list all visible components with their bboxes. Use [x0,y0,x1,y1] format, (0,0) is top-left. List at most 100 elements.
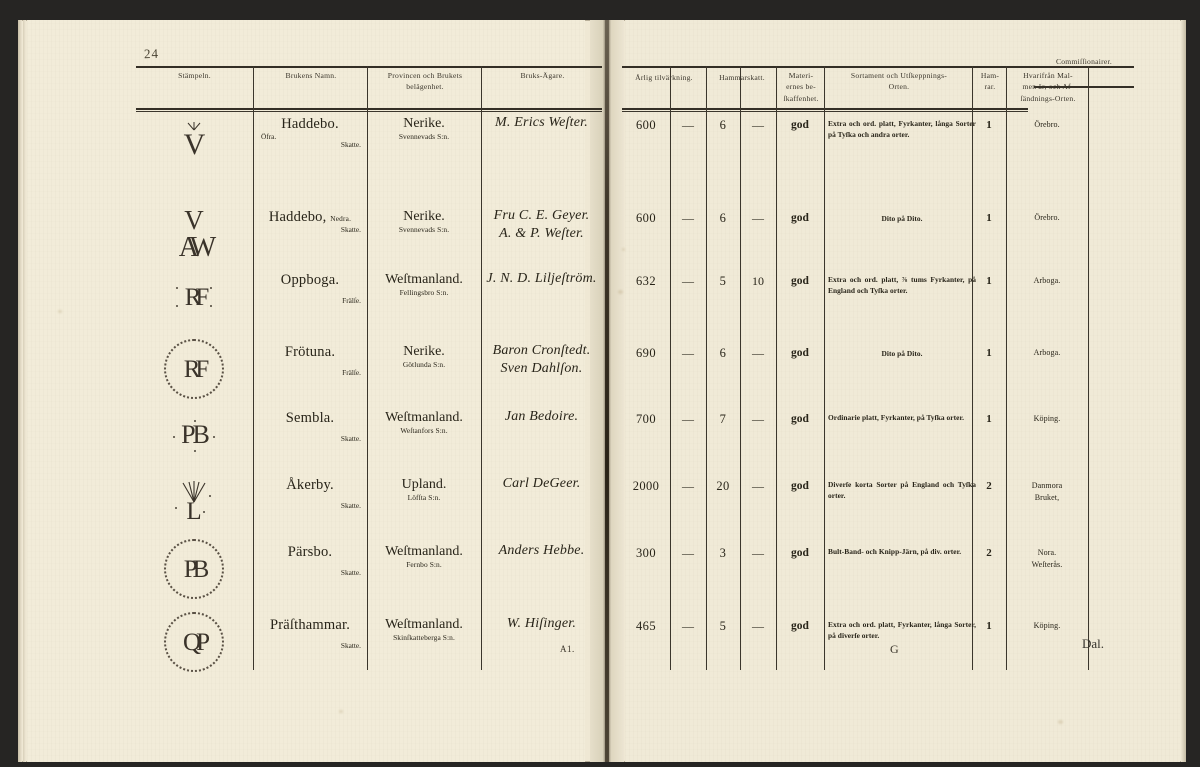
hamrar-value: 1 [986,119,992,131]
column-header-commissionairer: Commiſſionairer. [1055,57,1113,66]
hammarskatt-fraction: — [752,211,764,225]
bruk-name: Sembla. [285,410,335,426]
right-catchword: Dal. [1082,636,1105,651]
arlig-tilverkning-value: 465 [636,619,656,633]
hammarskatt-value: 20 [716,479,730,493]
column-header-provincen: Provincen och Brukets belägenhet. [387,71,463,92]
bruk-tenure: Frälſe. [342,368,361,377]
sortament-text: Extra och ord. platt, Fyrkanter, långa S… [828,620,976,640]
arlig-tilverkning-fraction: — [682,546,694,560]
page-edge-left-2 [23,20,26,762]
stamp-mark-pb-glyph: PB [173,420,215,452]
hamrar-value: 2 [986,547,992,559]
hamrar-value: 1 [986,413,992,425]
stamp-cell: QP [146,611,242,673]
material-quality: god [791,275,809,287]
sortament-text: Dito på Dito. [881,214,923,223]
page-edge-left [18,20,22,762]
hammarskatt-fraction: — [752,619,764,633]
bruk-name: Frötuna. [284,344,336,360]
arlig-tilverkning-value: 600 [636,118,656,132]
stamp-cell: RF [146,266,242,328]
commissionair-value [1088,546,1134,566]
agare-line: Fru C. E. Geyer. [493,208,590,223]
commissionair-value [1088,118,1134,138]
provins-cell: Weſtmanland. Fellingsbro S:n. [369,272,479,342]
column-header-hvarifran: Hvarifrån Mal- men är, och Af- ſändnings… [1020,71,1076,103]
malm-ort: Köping. [1006,413,1088,425]
stamp-cell: PB [146,404,242,466]
provins-parish: Götlunda S:n. [402,360,446,369]
sortament-text: Diverſe korta Sorter på England och Tyſk… [828,480,976,500]
commissionair-value [1088,479,1134,499]
column-header-stampeln: Stämpeln. [178,71,211,80]
right-signature-mark: G [890,642,900,656]
hammarskatt-fraction: — [752,412,764,426]
bruk-tenure: Skatte. [340,501,361,510]
agare-line: Carl DeGeer. [502,476,581,491]
malm-ort: Arboga. [1006,347,1088,359]
page-edge-right [1181,20,1186,762]
malm-ort-line: Köping. [1033,414,1061,423]
agare-name: Baron Cronſtedt. Sven Dahlſon. [483,342,600,379]
material-quality: god [791,547,809,559]
agare-cell: M. Erics Weſter. [483,114,600,184]
arlig-tilverkning-value: 700 [636,412,656,426]
provins-parish: Fellingsbro S:n. [399,288,449,297]
bruk-cell: Haddebo, Nedra. Skatte. [255,209,365,279]
provins-name: Weſtmanland. [385,617,463,632]
agare-cell: Anders Hebbe. [483,542,600,612]
material-quality: god [791,347,809,359]
arlig-tilverkning-fraction: — [682,479,694,493]
stamp-mark-vaw-glyph: V AW [178,204,217,263]
stamp-mark-crown-l-glyph: L [175,480,211,524]
malm-ort-line: Danmora [1031,481,1063,490]
agare-cell: W. Hiſinger. [483,615,600,685]
provins-name: Nerike. [403,344,445,359]
folio-number: 24 [143,45,160,62]
arlig-tilverkning-fraction: — [682,346,694,360]
bruk-cell: Präſthammar. Skatte. [255,617,365,687]
arlig-tilverkning-value: 632 [636,274,656,288]
stamp-cell: L [146,471,242,533]
sortament-text: Ordinarie platt, Fyrkanter, på Tyſka ort… [828,413,964,422]
bruk-tenure: Skatte. [340,641,361,650]
agare-line: J. N. D. Liljeſtröm. [486,271,597,286]
bruk-tenure: Skatte. [340,225,361,234]
agare-cell: J. N. D. Liljeſtröm. [483,270,600,340]
bruk-name: Haddebo, Nedra. [268,209,352,225]
commissionair-value [1088,346,1134,366]
left-page-table: 24 Stämpeln. Brukens Namn. Provincen och… [136,44,602,672]
bruk-sub-left: Öfra. [261,132,277,141]
stamp-mark-pb-circle-ring: PB [164,539,224,599]
agare-line: Baron Cronſtedt. [492,343,591,358]
provins-parish: Skinſkatteberga S:n. [393,633,455,642]
commissionair-value [1088,274,1134,294]
stamp-mark-rf-glyph: RF [175,285,213,310]
provins-name: Nerike. [403,116,445,131]
malm-ort-line: Köping. [1033,621,1061,630]
stamp-cell: V AW [146,203,242,265]
hammarskatt-fraction: — [752,346,764,360]
hammarskatt-value: 5 [719,274,727,288]
right-page-table: Årlig tilvärkning. Hammarskatt. Materi- … [622,44,1134,670]
paper-foxing [1058,720,1063,724]
arlig-tilverkning-fraction: — [682,211,694,225]
agare-cell: Jan Bedoire. [483,408,600,478]
material-quality: god [791,480,809,492]
malm-ort: Örebro. [1006,212,1088,224]
bruk-cell: Sembla. Skatte. [255,410,365,480]
provins-name: Weſtmanland. [385,544,463,559]
hamrar-value: 1 [986,620,992,632]
malm-ort: Örebro. [1006,119,1088,131]
bruk-cell: Pärsbo. Skatte. [255,544,365,614]
arlig-tilverkning-value: 300 [636,546,656,560]
agare-line: W. Hiſinger. [506,616,577,631]
column-header-arlig-tilverkning: Årlig tilvärkning. [635,73,693,82]
column-header-hamrar: Ham- rar. [980,71,1000,92]
sortament-text: Extra och ord. platt, Fyrkanter, långa S… [828,119,976,139]
stamp-mark-qp-circle-ring: QP [164,612,224,672]
provins-cell: Weſtmanland. Weſtanfors S:n. [369,410,479,480]
agare-cell: Baron Cronſtedt. Sven Dahlſon. [483,342,600,412]
hammarskatt-value: 3 [719,546,727,560]
